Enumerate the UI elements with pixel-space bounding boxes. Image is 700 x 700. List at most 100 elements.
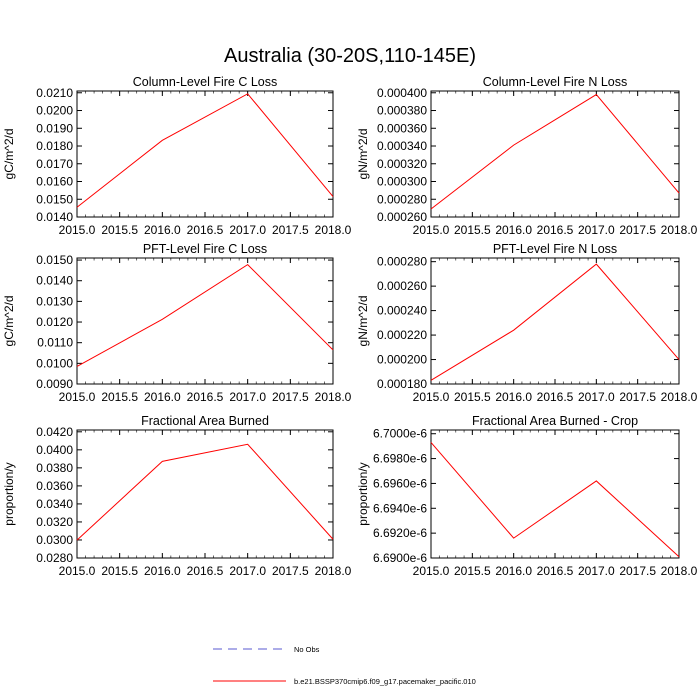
y-tick-label: 0.0190 — [36, 121, 73, 135]
y-axis-label: gC/m^2/d — [2, 296, 16, 347]
y-tick-label: 0.0280 — [36, 551, 73, 565]
x-tick-label: 2015.5 — [454, 564, 491, 578]
y-tick-label: 0.000320 — [377, 157, 427, 171]
y-tick-label: 0.0090 — [36, 377, 73, 391]
y-tick-label: 0.0150 — [36, 253, 73, 267]
x-tick-label: 2017.0 — [578, 564, 615, 578]
x-tick-label: 2015.5 — [101, 390, 138, 404]
x-tick-label: 2017.5 — [619, 564, 656, 578]
x-tick-label: 2015.0 — [413, 390, 450, 404]
y-tick-label: 0.0400 — [36, 443, 73, 457]
y-tick-label: 0.000260 — [377, 279, 427, 293]
chart-panel-4: PFT-Level Fire N Loss 2015.0 2015.5 2016.0 2… — [356, 242, 698, 404]
y-tick-label: 0.0140 — [36, 274, 73, 288]
y-tick-label: 0.000340 — [377, 139, 427, 153]
chart-panel-5: Fractional Area Burned 2015.0 2015.5 2016.0… — [2, 414, 352, 578]
y-axis-label: gN/m^2/d — [356, 296, 370, 347]
series-line — [76, 93, 334, 208]
chart-panel-6: Fractional Area Burned - Crop 2015.0 2015.… — [356, 414, 698, 578]
figure-title: Australia (30-20S,110-145E) — [224, 45, 476, 67]
x-tick-label: 2015.0 — [59, 564, 96, 578]
y-axis-label: gC/m^2/d — [2, 129, 16, 180]
x-tick-label: 2015.0 — [59, 223, 96, 237]
x-tick-label: 2018.0 — [315, 564, 352, 578]
y-tick-label: 0.000200 — [377, 353, 427, 367]
series-line — [76, 263, 334, 367]
panel-title: Column-Level Fire C Loss — [133, 75, 278, 89]
chart-panel-2: Column-Level Fire N Loss 2015.0 2015.5 2016… — [356, 75, 698, 237]
panel-title: Column-Level Fire N Loss — [483, 75, 628, 89]
series-line — [430, 442, 680, 558]
y-axis-label: proportion/y — [2, 462, 16, 525]
y-tick-label: 0.000260 — [377, 210, 427, 224]
legend-label-series: b.e21.BSSP370cmip6.f09_g17.pacemaker_pac… — [294, 677, 476, 686]
x-tick-label: 2018.0 — [661, 390, 698, 404]
x-tick-label: 2015.5 — [454, 223, 491, 237]
legend: No Obs b.e21.BSSP370cmip6.f09_g17.pacema… — [213, 645, 476, 686]
x-tick-label: 2016.0 — [495, 390, 532, 404]
y-tick-label: 0.0380 — [36, 461, 73, 475]
y-tick-label: 0.0300 — [36, 533, 73, 547]
panel-title: PFT-Level Fire N Loss — [493, 242, 617, 256]
x-tick-label: 2015.5 — [101, 564, 138, 578]
x-tick-label: 2017.0 — [578, 223, 615, 237]
x-tick-label: 2016.0 — [495, 564, 532, 578]
chart-panel-1: Column-Level Fire C Loss 2015.0 2015.5 2016… — [2, 75, 352, 237]
y-tick-label: 0.0150 — [36, 192, 73, 206]
y-tick-label: 0.000380 — [377, 104, 427, 118]
x-tick-label: 2018.0 — [315, 223, 352, 237]
x-tick-label: 2015.0 — [413, 564, 450, 578]
y-tick-label: 6.6920e-6 — [373, 526, 427, 540]
y-tick-label: 6.7000e-6 — [373, 427, 427, 441]
x-tick-label: 2015.0 — [413, 223, 450, 237]
panel-title: Fractional Area Burned - Crop — [472, 414, 638, 428]
x-tick-label: 2016.5 — [187, 223, 224, 237]
x-tick-label: 2016.5 — [187, 564, 224, 578]
x-tick-label: 2017.5 — [619, 390, 656, 404]
x-tick-label: 2018.0 — [661, 223, 698, 237]
panel-title: Fractional Area Burned — [141, 414, 269, 428]
x-tick-label: 2016.0 — [144, 223, 181, 237]
x-tick-label: 2017.0 — [229, 564, 266, 578]
x-tick-label: 2017.5 — [272, 564, 309, 578]
x-tick-label: 2017.5 — [619, 223, 656, 237]
y-axis-label: gN/m^2/d — [356, 129, 370, 180]
y-tick-label: 0.0320 — [36, 515, 73, 529]
y-tick-label: 0.0360 — [36, 479, 73, 493]
x-tick-label: 2015.5 — [454, 390, 491, 404]
x-tick-label: 2017.0 — [229, 223, 266, 237]
y-tick-label: 0.0160 — [36, 175, 73, 189]
y-tick-label: 0.0420 — [36, 425, 73, 439]
y-tick-label: 6.6960e-6 — [373, 476, 427, 490]
x-tick-label: 2017.5 — [272, 223, 309, 237]
x-tick-label: 2017.0 — [229, 390, 266, 404]
y-tick-label: 0.000400 — [377, 86, 427, 100]
y-tick-label: 0.0180 — [36, 139, 73, 153]
y-tick-label: 0.0120 — [36, 315, 73, 329]
x-tick-label: 2015.5 — [101, 223, 138, 237]
y-tick-label: 0.000180 — [377, 377, 427, 391]
x-tick-label: 2015.0 — [59, 390, 96, 404]
y-tick-label: 0.0340 — [36, 497, 73, 511]
x-tick-label: 2017.0 — [578, 390, 615, 404]
y-tick-label: 0.0170 — [36, 157, 73, 171]
x-tick-label: 2016.5 — [537, 564, 574, 578]
y-tick-label: 0.000280 — [377, 255, 427, 269]
series-line — [430, 93, 680, 210]
panel-grid: Column-Level Fire C Loss 2015.0 2015.5 2016… — [2, 75, 698, 578]
y-tick-label: 0.0130 — [36, 294, 73, 308]
y-tick-label: 6.6900e-6 — [373, 551, 427, 565]
x-tick-label: 2016.0 — [495, 223, 532, 237]
y-tick-label: 0.0140 — [36, 210, 73, 224]
y-tick-label: 0.0210 — [36, 86, 73, 100]
x-tick-label: 2016.0 — [144, 390, 181, 404]
y-axis-label: proportion/y — [356, 462, 370, 525]
y-tick-label: 0.0110 — [37, 336, 73, 350]
y-tick-label: 0.000220 — [377, 328, 427, 342]
y-tick-label: 0.000280 — [377, 192, 427, 206]
panel-title: PFT-Level Fire C Loss — [143, 242, 267, 256]
x-tick-label: 2017.5 — [272, 390, 309, 404]
x-tick-label: 2016.0 — [144, 564, 181, 578]
